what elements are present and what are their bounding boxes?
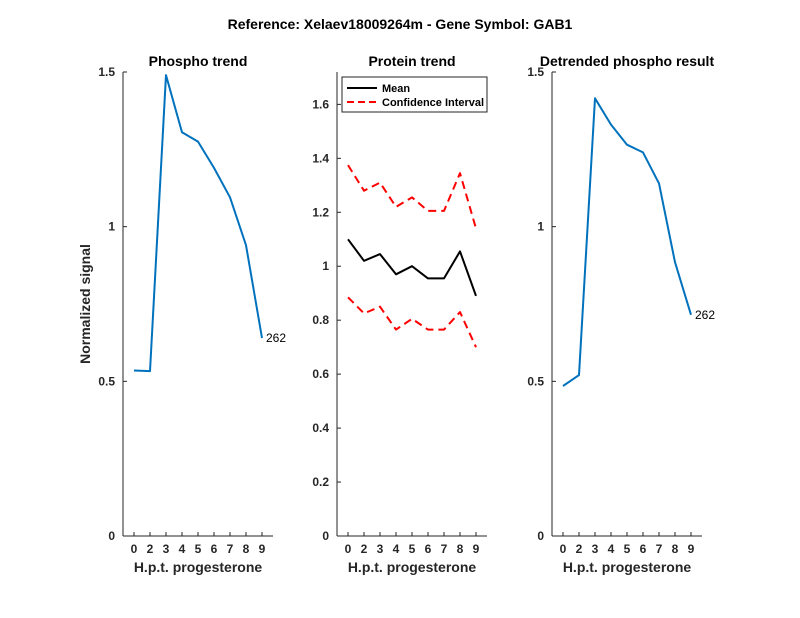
detrended-phospho-xlabel: H.p.t. progesterone [563, 559, 692, 575]
protein-trend-x-tick-label: 6 [425, 542, 432, 556]
protein-trend-y-tick-label: 0 [322, 529, 329, 543]
detrended-phospho-x-tick-label: 4 [608, 542, 615, 556]
protein-trend-x-tick-label: 4 [393, 542, 400, 556]
protein-trend-y-tick-label: 1.6 [312, 97, 329, 111]
protein-trend-legend: Mean Confidence Interval [341, 76, 488, 113]
phospho-trend-annotation: 262 [266, 331, 286, 345]
protein-trend-x-tick-label: 0 [345, 542, 352, 556]
protein-trend-y-tick-label: 1 [322, 259, 329, 273]
legend-box [341, 76, 488, 113]
detrended-phospho-y-tick-label: 0 [537, 529, 544, 543]
detrended-phospho-series-line-0 [562, 97, 692, 387]
phospho-trend-x-tick-label: 6 [211, 542, 218, 556]
protein-trend-series-line-1 [347, 164, 477, 229]
phospho-trend-x-tick-label: 9 [259, 542, 266, 556]
detrended-phospho-y-tick-label: 1.5 [527, 65, 544, 79]
protein-trend-y-tick-label: 1.2 [312, 205, 329, 219]
detrended-phospho-panel: Detrended phospho result H.p.t. progeste… [527, 53, 715, 575]
protein-trend-plot: 00.20.40.60.811.21.41.60 2 3 4 5 6 7 8 9 [312, 72, 487, 556]
phospho-trend-x-tick-label: 2 [147, 542, 154, 556]
detrended-phospho-title: Detrended phospho result [540, 53, 715, 69]
legend-confidence-interval-label: Confidence Interval [382, 97, 484, 109]
phospho-trend-ylabel: Normalized signal [77, 244, 93, 364]
protein-trend-y-tick-label: 1.4 [312, 151, 329, 165]
detrended-phospho-x-tick-label: 5 [624, 542, 631, 556]
phospho-trend-y-tick-label: 1 [108, 220, 115, 234]
protein-trend-y-tick-label: 0.4 [312, 421, 329, 435]
detrended-phospho-x-tick-label: 0 [560, 542, 567, 556]
legend-mean-label: Mean [382, 83, 410, 95]
phospho-trend-y-tick-label: 0 [108, 529, 115, 543]
protein-trend-x-tick-label: 7 [441, 542, 448, 556]
detrended-phospho-x-tick-label: 2 [576, 542, 583, 556]
phospho-trend-series-line-0 [133, 74, 263, 373]
phospho-trend-x-tick-label: 4 [179, 542, 186, 556]
detrended-phospho-x-tick-label: 6 [640, 542, 647, 556]
detrended-phospho-annotation: 262 [695, 308, 715, 322]
protein-trend-title: Protein trend [368, 53, 455, 69]
detrended-phospho-y-tick-label: 1 [537, 220, 544, 234]
protein-trend-x-tick-label: 2 [361, 542, 368, 556]
phospho-trend-x-tick-label: 5 [195, 542, 202, 556]
phospho-trend-title: Phospho trend [149, 53, 248, 69]
phospho-trend-xlabel: H.p.t. progesterone [134, 559, 263, 575]
detrended-phospho-x-tick-label: 8 [672, 542, 679, 556]
protein-trend-x-tick-label: 9 [473, 542, 480, 556]
phospho-trend-y-tick-label: 0.5 [98, 374, 115, 388]
figure-suptitle: Reference: Xelaev18009264m - Gene Symbol… [228, 16, 573, 32]
protein-trend-y-tick-label: 0.8 [312, 313, 329, 327]
phospho-trend-panel: Phospho trend H.p.t. progesterone Normal… [77, 53, 286, 575]
protein-trend-xlabel: H.p.t. progesterone [348, 559, 477, 575]
protein-trend-x-tick-label: 5 [409, 542, 416, 556]
phospho-trend-y-tick-label: 1.5 [98, 65, 115, 79]
phospho-trend-x-tick-label: 8 [243, 542, 250, 556]
detrended-phospho-x-tick-label: 7 [656, 542, 663, 556]
protein-trend-series-line-2 [347, 296, 477, 348]
detrended-phospho-y-tick-label: 0.5 [527, 374, 544, 388]
protein-trend-panel: Protein trend H.p.t. progesterone 0 0.2 0.… [312, 53, 488, 575]
phospho-trend-x-tick-label: 0 [131, 542, 138, 556]
phospho-trend-x-tick-label: 7 [227, 542, 234, 556]
detrended-phospho-x-tick-label: 9 [688, 542, 695, 556]
protein-trend-x-tick-label: 3 [377, 542, 384, 556]
protein-trend-series-line-0 [347, 238, 477, 297]
protein-trend-y-tick-label: 0.2 [312, 475, 329, 489]
detrended-phospho-x-tick-label: 3 [592, 542, 599, 556]
protein-trend-y-tick-label: 0.6 [312, 367, 329, 381]
phospho-trend-x-tick-label: 3 [163, 542, 170, 556]
protein-trend-x-tick-label: 8 [457, 542, 464, 556]
